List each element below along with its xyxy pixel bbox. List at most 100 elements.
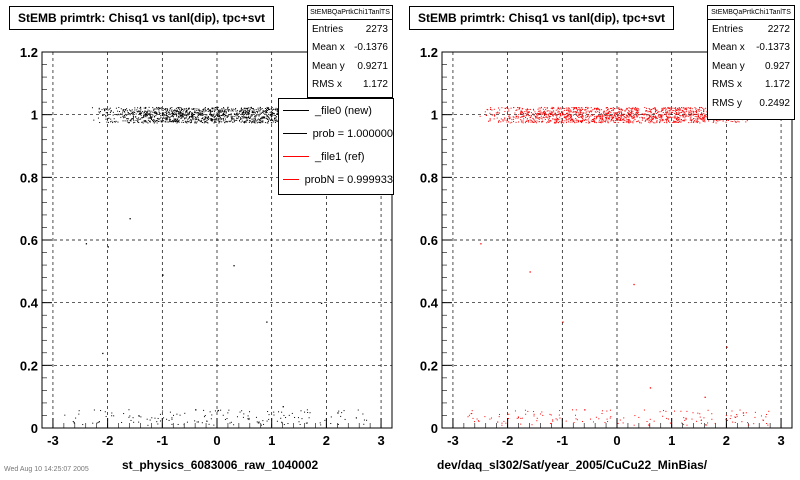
data-point: [129, 109, 131, 111]
data-point: [199, 114, 201, 116]
data-point: [667, 118, 669, 120]
data-point: [177, 120, 179, 122]
data-point: [628, 113, 630, 115]
data-point: [172, 112, 174, 114]
data-point: [599, 121, 601, 123]
data-point: [211, 107, 213, 109]
data-point: [490, 108, 492, 110]
data-point: [122, 112, 124, 114]
data-point: [651, 120, 653, 122]
data-point: [245, 110, 247, 112]
data-point: [171, 417, 173, 419]
data-point: [690, 115, 692, 117]
data-point: [251, 108, 253, 110]
data-point: [235, 107, 237, 109]
data-point: [650, 116, 652, 118]
data-point: [725, 415, 727, 417]
data-point: [617, 107, 619, 109]
data-point: [683, 119, 685, 121]
data-point: [193, 113, 195, 115]
data-point: [219, 121, 221, 123]
data-point: [179, 109, 181, 111]
data-point: [558, 108, 560, 110]
data-point: [113, 118, 115, 120]
data-point: [544, 119, 546, 121]
data-point: [581, 115, 583, 117]
data-point: [173, 114, 175, 116]
data-point: [205, 121, 207, 123]
data-point: [581, 114, 583, 116]
data-point: [630, 112, 632, 114]
data-point: [238, 120, 240, 122]
data-point: [203, 119, 205, 121]
data-point: [213, 424, 215, 426]
data-point: [527, 113, 529, 115]
data-point: [130, 120, 132, 122]
data-point: [746, 120, 748, 122]
data-point: [545, 113, 547, 115]
data-point: [222, 110, 224, 112]
data-point: [542, 108, 544, 110]
data-point: [681, 109, 683, 111]
data-point: [176, 111, 178, 113]
data-point: [560, 121, 562, 123]
data-point: [526, 118, 528, 120]
data-point: [285, 417, 287, 419]
data-point: [631, 118, 633, 120]
data-point: [246, 112, 248, 114]
data-point: [184, 120, 186, 122]
data-point: [210, 114, 212, 116]
data-point: [590, 120, 592, 122]
data-point: [214, 119, 216, 121]
data-point: [265, 110, 267, 112]
data-point: [198, 110, 200, 112]
data-point: [215, 109, 217, 111]
data-point: [627, 112, 629, 114]
data-point: [141, 121, 143, 123]
data-point: [260, 424, 262, 426]
data-point: [262, 116, 264, 118]
data-point: [660, 111, 662, 113]
data-point: [141, 117, 143, 119]
data-point: [671, 111, 673, 113]
data-point: [735, 121, 737, 123]
data-point: [686, 424, 688, 426]
data-point: [139, 110, 141, 112]
data-point: [171, 423, 173, 425]
data-point: [690, 121, 692, 123]
data-point: [683, 114, 685, 116]
data-point: [207, 108, 209, 110]
data-point: [601, 412, 603, 414]
data-point: [248, 110, 250, 112]
data-point: [622, 109, 624, 111]
data-point: [151, 116, 153, 118]
data-point: [216, 114, 218, 116]
data-point: [112, 114, 114, 116]
data-point: [712, 122, 714, 124]
data-point: [126, 114, 128, 116]
data-point: [694, 115, 696, 117]
data-point: [271, 111, 273, 113]
data-point: [536, 420, 538, 422]
data-point: [250, 115, 252, 117]
data-point: [665, 111, 667, 113]
data-point: [580, 121, 582, 123]
data-point: [156, 112, 158, 114]
data-point: [228, 114, 230, 116]
data-point: [592, 109, 594, 111]
data-point: [501, 424, 503, 426]
data-point: [150, 117, 152, 119]
data-point: [164, 108, 166, 110]
data-point: [526, 110, 528, 112]
data-point: [608, 117, 610, 119]
data-point: [648, 117, 650, 119]
data-point: [103, 108, 105, 110]
data-point: [170, 110, 172, 112]
data-point: [726, 346, 728, 348]
data-point: [203, 119, 205, 121]
data-point: [153, 108, 155, 110]
data-point: [309, 412, 311, 414]
data-point: [104, 109, 106, 111]
data-point: [699, 117, 701, 119]
data-point: [600, 122, 602, 124]
